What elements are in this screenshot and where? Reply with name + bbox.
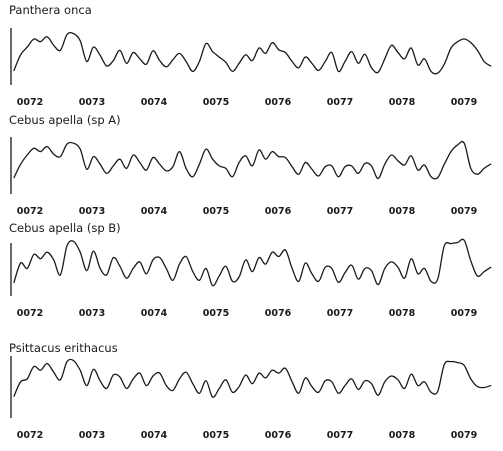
series-line [13,238,492,287]
x-tick-label: 0077 [327,97,353,108]
x-tick-label: 0079 [451,206,477,217]
x-tick-label: 0073 [79,308,105,319]
x-tick-label: 0072 [17,206,43,217]
x-tick-label: 0077 [327,206,353,217]
panel-title: Cebus apella (sp A) [9,113,121,127]
x-tick-label: 0078 [389,430,416,441]
x-tick-label: 0076 [265,308,292,319]
x-tick-label: 0078 [389,97,416,108]
x-tick-label: 0077 [327,430,353,441]
x-tick-label: 0075 [203,206,229,217]
x-tick-label: 0075 [203,308,229,319]
x-tick-label: 0074 [141,97,168,108]
x-tick-label: 0073 [79,206,105,217]
panel-title: Psittacus erithacus [9,341,118,355]
panel-title: Panthera onca [9,3,92,17]
x-tick-label: 0073 [79,430,105,441]
series-line [13,31,492,75]
x-tick-label: 0076 [265,430,292,441]
x-tick-label: 0072 [17,308,43,319]
x-tick-label: 0072 [17,97,43,108]
x-tick-label: 0076 [265,206,292,217]
x-tick-label: 0079 [451,308,477,319]
series-line [13,358,492,398]
panel-title: Cebus apella (sp B) [9,221,121,235]
panel-cebus-apella-sp-a: Cebus apella (sp A) 0072 0073 0074 0075 0076… [9,113,492,217]
panel-psittacus-erithacus: Psittacus erithacus 0072 0073 0074 0075 0076… [9,341,492,441]
x-tick-label: 0075 [203,430,229,441]
series-line [13,140,492,180]
x-tick-label: 0075 [203,97,229,108]
x-tick-label: 0079 [451,97,477,108]
x-tick-label: 0072 [17,430,43,441]
x-tick-label: 0076 [265,97,292,108]
x-tick-label: 0074 [141,206,168,217]
x-tick-label: 0079 [451,430,477,441]
x-tick-label: 0074 [141,430,168,441]
panel-panthera-onca: Panthera onca 0072 0073 0074 0075 0076 0077 00… [9,3,492,108]
x-tick-label: 0073 [79,97,105,108]
panel-cebus-apella-sp-b: Cebus apella (sp B) 0072 0073 0074 0075 0076… [9,221,492,319]
x-tick-label: 0077 [327,308,353,319]
x-tick-label: 0078 [389,206,416,217]
x-tick-label: 0078 [389,308,416,319]
x-tick-label: 0074 [141,308,168,319]
